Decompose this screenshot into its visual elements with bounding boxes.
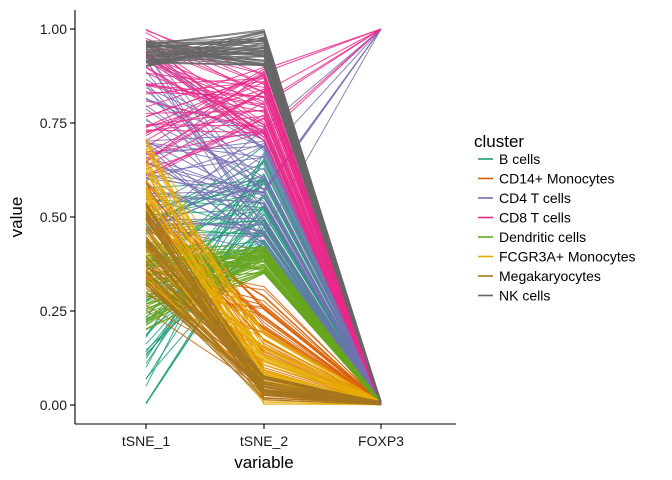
- series-lines: [145, 28, 382, 406]
- series-line: [145, 28, 382, 134]
- series-line: [145, 91, 382, 404]
- x-axis-title: variable: [234, 453, 294, 472]
- y-tick-label: 0.50: [40, 209, 67, 225]
- x-tick-label: tSNE_1: [122, 433, 170, 449]
- y-axis-title: value: [7, 197, 26, 238]
- x-axis-ticks: tSNE_1 tSNE_2 FOXP3: [122, 424, 404, 449]
- x-tick-label: FOXP3: [358, 433, 404, 449]
- series-line: [145, 261, 382, 404]
- series-line: [145, 51, 382, 404]
- legend-label: B cells: [499, 151, 540, 167]
- series-line: [145, 202, 382, 404]
- series-line: [145, 194, 382, 402]
- x-tick-label: tSNE_2: [240, 433, 288, 449]
- series-line: [145, 90, 382, 402]
- series-line: [145, 214, 382, 406]
- series-line: [145, 84, 382, 404]
- series-line: [145, 242, 382, 402]
- series-nk-cells: [145, 29, 382, 406]
- legend-title: cluster: [474, 132, 524, 151]
- series-line: [145, 195, 382, 403]
- series-line: [145, 51, 382, 403]
- series-line: [145, 161, 382, 404]
- series-line: [145, 55, 382, 402]
- legend-label: Dendritic cells: [499, 229, 586, 245]
- series-line: [145, 175, 382, 403]
- series-line: [145, 191, 382, 403]
- series-megakaryocytes: [145, 202, 382, 406]
- series-line: [145, 101, 382, 404]
- series-line: [145, 147, 382, 404]
- series-line: [145, 79, 382, 404]
- legend-label: NK cells: [499, 288, 550, 304]
- legend-label: CD14+ Monocytes: [499, 171, 615, 187]
- legend-items: B cells CD14+ Monocytes CD4 T cells CD8 T c…: [478, 151, 636, 304]
- series-line: [145, 28, 382, 163]
- series-line: [145, 28, 382, 138]
- series-line: [145, 118, 382, 404]
- legend-label: Megakaryocytes: [499, 268, 601, 284]
- series-line: [145, 186, 382, 404]
- series-line: [145, 124, 382, 404]
- series-line: [145, 28, 382, 137]
- legend-label: CD4 T cells: [499, 190, 571, 206]
- series-line: [145, 30, 382, 405]
- series-line: [145, 156, 382, 405]
- y-tick-label: 1.00: [40, 21, 67, 37]
- series-line: [145, 181, 382, 403]
- series-line: [145, 28, 382, 194]
- y-axis-ticks: 0.00 0.25 0.50 0.75 1.00: [40, 21, 75, 413]
- series-line: [145, 109, 382, 403]
- series-line: [145, 284, 382, 404]
- y-tick-label: 0.00: [40, 397, 67, 413]
- series-line: [145, 115, 382, 404]
- legend: cluster B cells CD14+ Monocytes CD4 T cell…: [474, 132, 636, 304]
- y-tick-label: 0.75: [40, 115, 67, 131]
- series-line: [145, 163, 382, 406]
- y-tick-label: 0.25: [40, 303, 67, 319]
- legend-label: FCGR3A+ Monocytes: [499, 249, 636, 265]
- series-line: [145, 201, 382, 403]
- series-line: [145, 161, 382, 405]
- series-line: [145, 39, 382, 404]
- legend-label: CD8 T cells: [499, 210, 571, 226]
- series-line: [145, 148, 382, 403]
- series-line: [145, 47, 382, 404]
